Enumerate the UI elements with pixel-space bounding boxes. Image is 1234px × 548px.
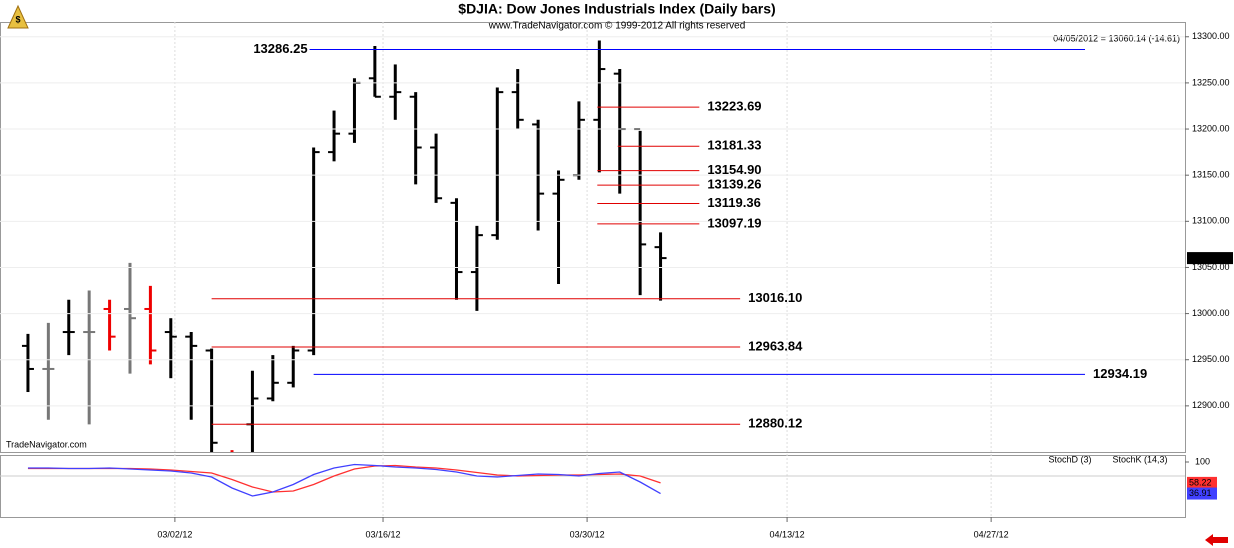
- level-label: 12934.19: [1093, 366, 1147, 381]
- y-tick-label: 12950.00: [1192, 354, 1230, 364]
- chart-subtitle: www.TradeNavigator.com © 1999-2012 All r…: [488, 21, 746, 32]
- value-tag-label: 58.22: [1189, 477, 1212, 487]
- y-tick-label: 13100.00: [1192, 216, 1230, 226]
- y-tick-label: 13200.00: [1192, 123, 1230, 133]
- price-panel: [0, 22, 1186, 453]
- price-tag-label: 13060.14: [1190, 252, 1228, 262]
- indicator-panel: [0, 455, 1186, 518]
- y-tick-label: 13150.00: [1192, 170, 1230, 180]
- y-tick-label: 12900.00: [1192, 400, 1230, 410]
- scroll-arrow[interactable]: [1205, 534, 1228, 546]
- legend-entry: StochD (3): [1048, 454, 1091, 464]
- x-tick-label: 04/27/12: [974, 529, 1009, 539]
- level-label: 13097.19: [707, 215, 761, 230]
- svg-text:$: $: [15, 14, 20, 24]
- value-tag: [1187, 476, 1217, 489]
- logo: $: [7, 4, 29, 29]
- level-label: 13223.69: [707, 99, 761, 114]
- level-label: 13016.10: [748, 290, 802, 305]
- level-label: 13154.90: [707, 162, 761, 177]
- price-tag: [1187, 252, 1233, 265]
- level-label: 13181.33: [707, 138, 761, 153]
- plot: [21, 40, 667, 452]
- indicator-line: [27, 463, 661, 497]
- level-label: 13286.25: [253, 41, 307, 56]
- level-label: 13139.26: [707, 177, 761, 192]
- y-tick-label: 13000.00: [1192, 308, 1230, 318]
- watermark: TradeNavigator.com: [6, 439, 87, 449]
- value-tag-label: 36.91: [1189, 488, 1212, 498]
- level-label: 12963.84: [748, 338, 803, 353]
- legend-entry: StochK (14,3): [1112, 454, 1167, 464]
- x-tick-label: 03/02/12: [157, 529, 192, 539]
- x-tick-label: 04/13/12: [770, 529, 805, 539]
- x-tick-label: 03/16/12: [366, 529, 401, 539]
- y-tick-label: 13050.00: [1192, 262, 1230, 272]
- info: 04/05/2012 = 13060.14 (-14.61): [1053, 33, 1180, 43]
- chart-title: $DJIA: Dow Jones Industrials Index (Dail…: [458, 1, 775, 17]
- x-tick-label: 03/30/12: [570, 529, 605, 539]
- y-tick-label: 100: [1195, 456, 1210, 466]
- y-tick-label: 13300.00: [1192, 31, 1230, 41]
- overlay: 03/02/12 03/16/12 03/30/12 04/13/12 04/27/12…: [0, 22, 1233, 539]
- y-tick-label: 13250.00: [1192, 77, 1230, 87]
- level-label: 12880.12: [748, 416, 802, 431]
- value-tag: [1187, 487, 1217, 500]
- level-label: 13119.36: [707, 195, 761, 210]
